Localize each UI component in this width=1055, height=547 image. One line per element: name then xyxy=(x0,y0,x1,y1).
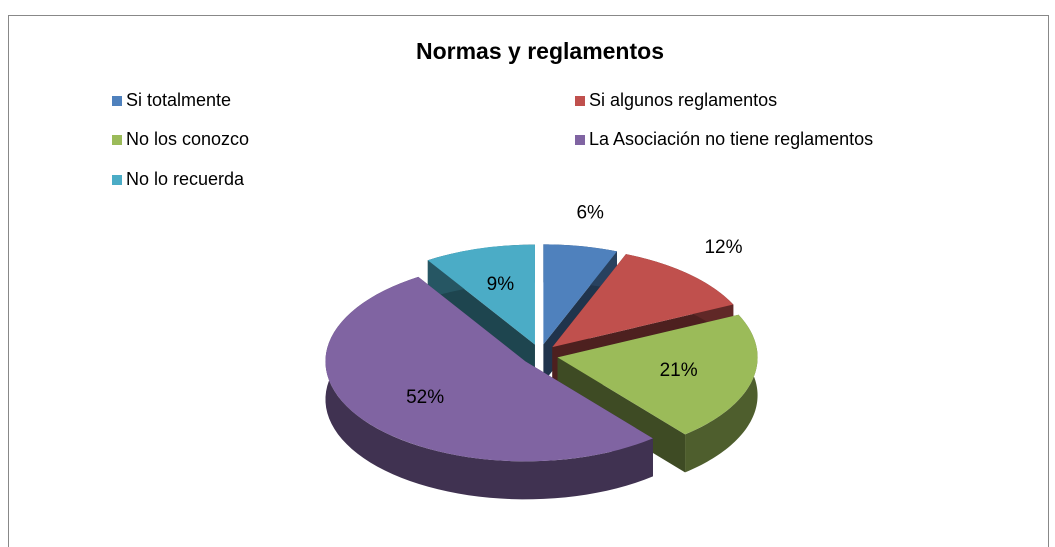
slice-rim xyxy=(325,276,653,500)
pie-slice xyxy=(557,314,758,435)
pie-slice xyxy=(552,254,734,348)
chart-title: Normas y reglamentos xyxy=(416,38,664,64)
pie-slice xyxy=(325,276,653,462)
pie-slice xyxy=(427,244,535,345)
data-label: 6% xyxy=(576,203,604,224)
legend-label: La Asociación no tiene reglamentos xyxy=(589,129,873,149)
slice-rim xyxy=(685,314,758,473)
legend-swatch xyxy=(112,175,122,185)
data-label: 21% xyxy=(660,360,698,381)
legend-swatch xyxy=(575,96,585,106)
data-label: 52% xyxy=(406,387,444,408)
legend-swatch xyxy=(575,135,585,145)
data-label: 9% xyxy=(487,274,515,295)
legend-label: Si totalmente xyxy=(126,90,231,110)
pie-slice xyxy=(543,244,617,345)
legend-swatch xyxy=(112,135,122,145)
data-label: 12% xyxy=(704,237,742,258)
slice-wall xyxy=(557,357,686,473)
legend-label: Si algunos reglamentos xyxy=(589,90,777,110)
legend-swatch xyxy=(112,96,122,106)
legend-label: No los conozco xyxy=(126,129,249,149)
legend-label: No lo recuerda xyxy=(126,169,245,189)
